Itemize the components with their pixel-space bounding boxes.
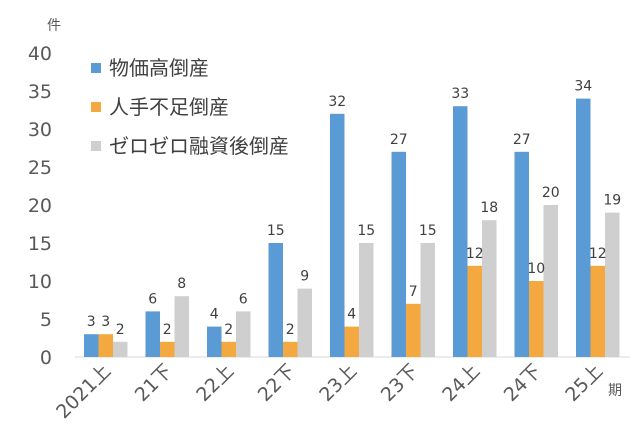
bar xyxy=(605,212,620,357)
data-label: 2 xyxy=(224,322,233,338)
x-tick-label: 22下 xyxy=(254,360,300,406)
data-label: 9 xyxy=(300,269,309,285)
bar xyxy=(529,281,544,357)
y-tick-label: 35 xyxy=(28,81,52,103)
x-tick-label: 23上 xyxy=(315,360,361,406)
bar xyxy=(590,265,605,357)
y-tick-label: 10 xyxy=(28,271,52,293)
x-tick-label: 2021上 xyxy=(52,360,115,423)
data-labels: 3 3 26284261529324152771533121827102034121… xyxy=(87,79,621,338)
bar xyxy=(406,303,421,357)
legend-swatch xyxy=(91,141,101,151)
bar xyxy=(174,296,189,357)
data-label: 4 xyxy=(347,307,356,323)
bar xyxy=(576,98,591,357)
x-tick-label: 22上 xyxy=(192,360,238,406)
y-tick-label: 30 xyxy=(28,119,52,141)
data-label: 6 xyxy=(148,291,157,307)
bar xyxy=(145,311,160,357)
data-label: 7 xyxy=(409,284,418,300)
data-label: 6 xyxy=(239,291,248,307)
data-label: 2 xyxy=(163,322,172,338)
legend-swatch xyxy=(91,102,101,112)
legend-label: 物価高倒産 xyxy=(109,56,209,80)
y-tick-label: 20 xyxy=(28,195,52,217)
data-label: 4 xyxy=(210,307,219,323)
legend-label: ゼロゼロ融資後倒産 xyxy=(109,134,289,158)
x-tick-label: 25上 xyxy=(561,360,607,406)
data-label: 15 xyxy=(357,223,375,239)
legend-label: 人手不足倒産 xyxy=(109,95,229,119)
data-label: 8 xyxy=(177,276,186,292)
bar xyxy=(330,113,345,357)
bar xyxy=(207,326,222,357)
bar xyxy=(359,243,374,357)
data-label: 33 xyxy=(451,86,469,102)
bar xyxy=(98,334,113,357)
bar xyxy=(221,341,236,357)
x-tick-label: 24上 xyxy=(438,360,484,406)
data-label: 2 xyxy=(286,322,295,338)
bar xyxy=(467,265,482,357)
bar xyxy=(236,311,251,357)
data-label: 20 xyxy=(542,185,560,201)
data-label: 32 xyxy=(328,94,346,110)
bar xyxy=(268,243,283,357)
bar xyxy=(514,151,529,357)
data-label: 2 xyxy=(116,322,125,338)
bar xyxy=(84,334,99,357)
y-unit-label: 件 xyxy=(47,18,61,34)
bar xyxy=(391,151,406,357)
data-label: 27 xyxy=(390,132,408,148)
bar xyxy=(344,326,359,357)
data-label: 12 xyxy=(466,246,484,262)
x-tick-label: 24下 xyxy=(500,360,546,406)
data-label: 15 xyxy=(419,223,437,239)
data-label: 18 xyxy=(480,200,498,216)
bar xyxy=(297,288,312,357)
data-label: 27 xyxy=(513,132,531,148)
y-tick-label: 15 xyxy=(28,233,52,255)
data-label: 3 xyxy=(87,314,96,330)
bar xyxy=(283,341,298,357)
bar xyxy=(420,243,435,357)
bar xyxy=(453,106,468,357)
y-tick-label: 5 xyxy=(40,309,52,331)
y-tick-label: 0 xyxy=(40,347,52,369)
bar xyxy=(482,220,497,357)
data-label: 19 xyxy=(603,193,621,209)
bar xyxy=(113,341,128,357)
y-axis: 0 5 10 15 20 25 30 35 40 xyxy=(28,43,52,369)
x-unit-label: 期 xyxy=(608,383,622,399)
x-tick-label: 21下 xyxy=(131,360,177,406)
y-tick-label: 25 xyxy=(28,157,52,179)
bar xyxy=(543,205,558,357)
data-label: 3 xyxy=(101,314,110,330)
bars xyxy=(84,98,620,357)
legend-swatch xyxy=(91,63,101,73)
x-axis: 2021上 21下 22上 22下 23上 23下 24上 24下 25上 xyxy=(52,360,607,423)
y-tick-label: 40 xyxy=(28,43,52,65)
bar xyxy=(160,341,175,357)
x-tick-label: 23下 xyxy=(377,360,423,406)
data-label: 10 xyxy=(527,261,545,277)
data-label: 15 xyxy=(267,223,285,239)
data-label: 12 xyxy=(589,246,607,262)
data-label: 34 xyxy=(574,79,592,95)
